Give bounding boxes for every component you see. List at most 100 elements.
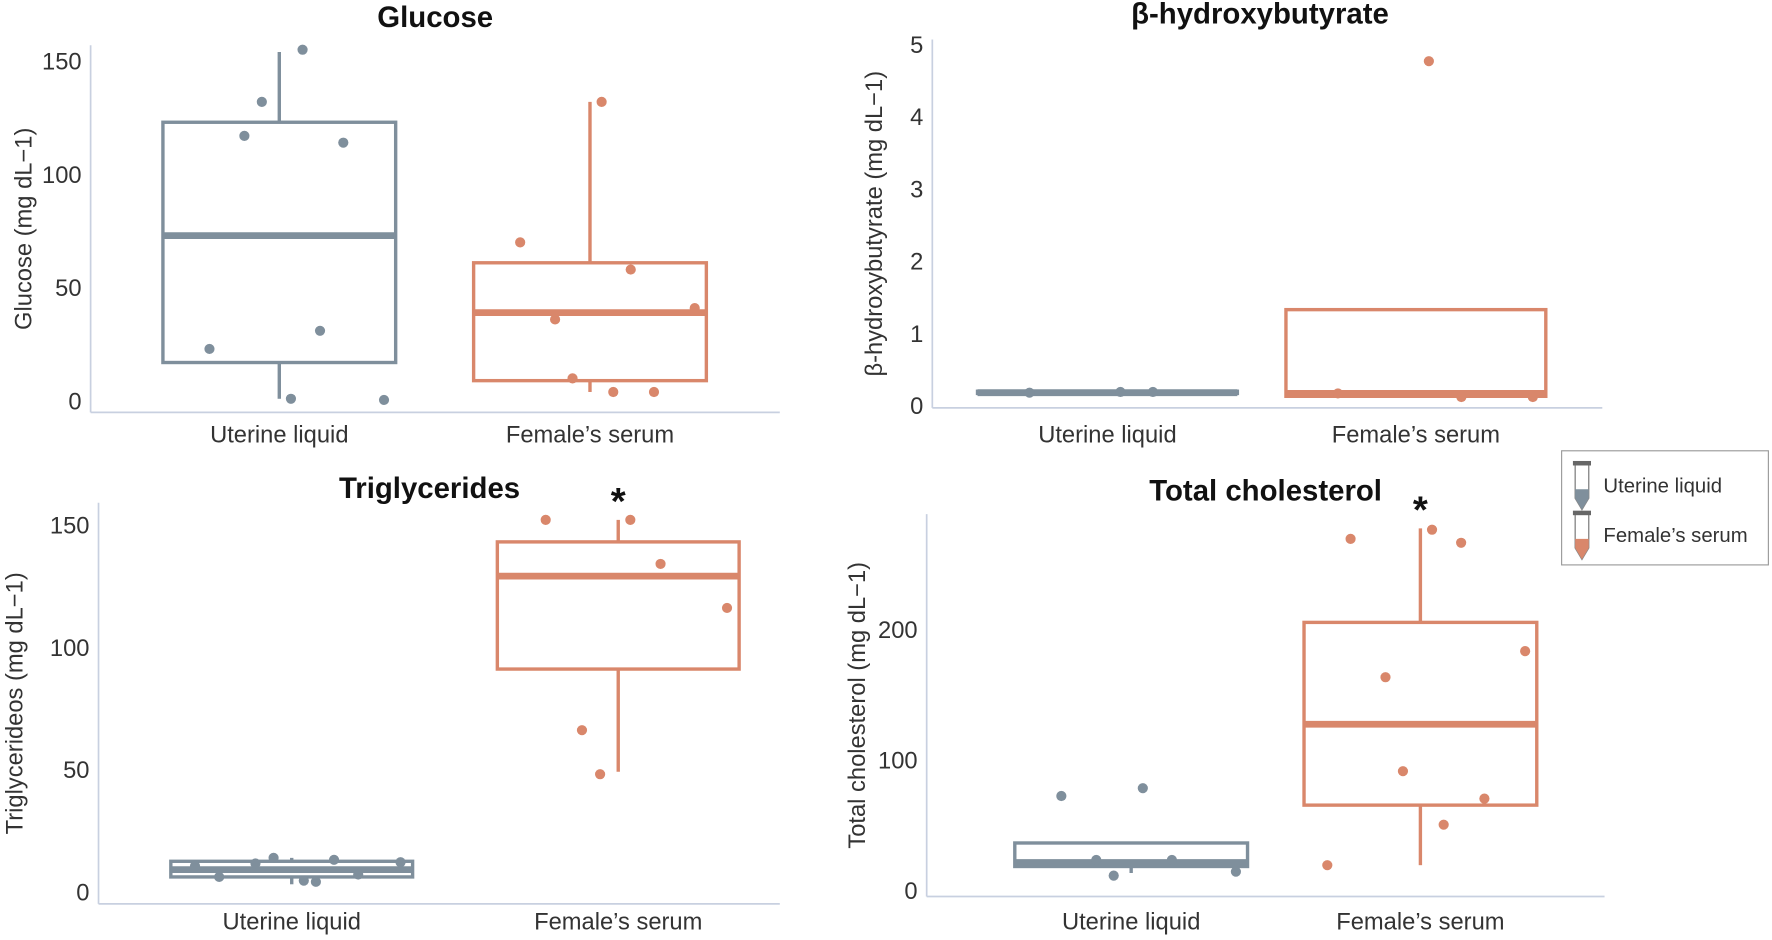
box <box>161 120 398 365</box>
point <box>1147 386 1159 398</box>
box <box>471 261 709 383</box>
legend-label: Female’s serum <box>1603 525 1747 547</box>
point <box>204 343 215 354</box>
y-axis-label: Glucose (mg dL−1) <box>11 128 37 330</box>
y-tick-label: 100 <box>42 163 82 189</box>
point <box>189 860 201 872</box>
point <box>1137 783 1148 794</box>
box <box>1302 620 1539 807</box>
point <box>328 854 340 865</box>
point <box>310 876 321 887</box>
legend-cap <box>1572 460 1591 466</box>
point <box>395 857 406 868</box>
point <box>298 875 309 886</box>
point <box>540 514 551 525</box>
point <box>1438 819 1449 830</box>
annotation: * <box>611 480 626 523</box>
x-tick-label: Uterine liquid <box>1062 909 1200 935</box>
point <box>625 514 636 525</box>
point <box>1456 537 1467 548</box>
y-tick-label: 4 <box>910 105 923 131</box>
point <box>1056 790 1067 802</box>
point <box>655 558 666 569</box>
y-tick-label: 0 <box>904 879 917 905</box>
point <box>1332 388 1344 399</box>
point <box>214 871 225 883</box>
point <box>1345 533 1356 544</box>
point <box>1115 386 1126 398</box>
point <box>285 393 297 404</box>
annotation: * <box>1413 489 1428 532</box>
point <box>1527 391 1538 403</box>
point <box>689 303 700 314</box>
y-tick-label: 150 <box>42 50 82 76</box>
y-tick-label: 200 <box>878 618 918 644</box>
point <box>250 858 261 869</box>
legend-tube-fill <box>1575 489 1589 510</box>
point <box>378 394 390 405</box>
point <box>297 44 308 55</box>
point <box>1230 866 1241 877</box>
chart-title: Triglycerides <box>339 472 520 505</box>
y-tick-label: 0 <box>910 394 923 420</box>
chart-title: Total cholesterol <box>1149 474 1382 507</box>
point <box>515 237 526 248</box>
point <box>576 725 588 736</box>
point <box>608 386 619 398</box>
y-tick-label: 0 <box>76 880 89 906</box>
point <box>1520 646 1531 657</box>
box <box>495 540 741 671</box>
y-tick-label: 150 <box>50 513 90 539</box>
point <box>567 373 578 384</box>
point <box>1426 524 1438 535</box>
point <box>549 314 561 325</box>
point <box>1091 854 1102 866</box>
point <box>1322 860 1333 871</box>
point <box>1024 387 1035 398</box>
box <box>1013 841 1250 869</box>
point <box>1380 672 1391 683</box>
point <box>1108 870 1119 881</box>
y-tick-label: 2 <box>910 250 923 276</box>
chart-title: β-hydroxybutyrate <box>1131 0 1389 31</box>
legend-label: Uterine liquid <box>1603 475 1722 497</box>
legend-cap <box>1572 510 1591 516</box>
point <box>721 602 733 614</box>
y-tick-label: 50 <box>63 758 89 784</box>
legend-box <box>1561 450 1769 566</box>
point <box>268 852 279 863</box>
legend-tube-fill <box>1575 538 1589 560</box>
x-tick-label: Female’s serum <box>534 909 702 935</box>
point <box>596 96 607 107</box>
x-tick-label: Female’s serum <box>506 422 674 448</box>
y-tick-label: 100 <box>50 636 90 662</box>
point <box>1166 854 1177 866</box>
point <box>595 769 606 780</box>
x-tick-label: Uterine liquid <box>210 422 348 448</box>
point <box>1456 391 1467 403</box>
x-tick-label: Female’s serum <box>1336 909 1504 935</box>
y-axis-label: Triglycerideos (mg dL−1) <box>2 572 28 834</box>
point <box>1479 793 1490 804</box>
point <box>353 869 364 880</box>
box <box>1284 307 1548 399</box>
y-axis-label: β-hydroxybutyrate (mg dL−1) <box>862 71 888 377</box>
point <box>314 325 326 336</box>
point <box>338 137 349 148</box>
y-tick-label: 3 <box>910 177 923 203</box>
point <box>239 130 250 141</box>
chart-title: Glucose <box>377 1 493 34</box>
point <box>648 386 660 398</box>
x-tick-label: Female’s serum <box>1332 422 1500 448</box>
y-tick-label: 100 <box>878 748 918 774</box>
point <box>625 264 636 275</box>
y-tick-label: 0 <box>68 390 81 416</box>
point <box>1423 56 1434 67</box>
point <box>256 96 267 107</box>
x-tick-label: Uterine liquid <box>1038 422 1176 448</box>
y-axis-label: Total cholesterol (mg dL−1) <box>845 562 871 849</box>
y-tick-label: 5 <box>910 33 923 59</box>
y-tick-label: 50 <box>55 276 81 302</box>
y-tick-label: 1 <box>910 322 923 348</box>
